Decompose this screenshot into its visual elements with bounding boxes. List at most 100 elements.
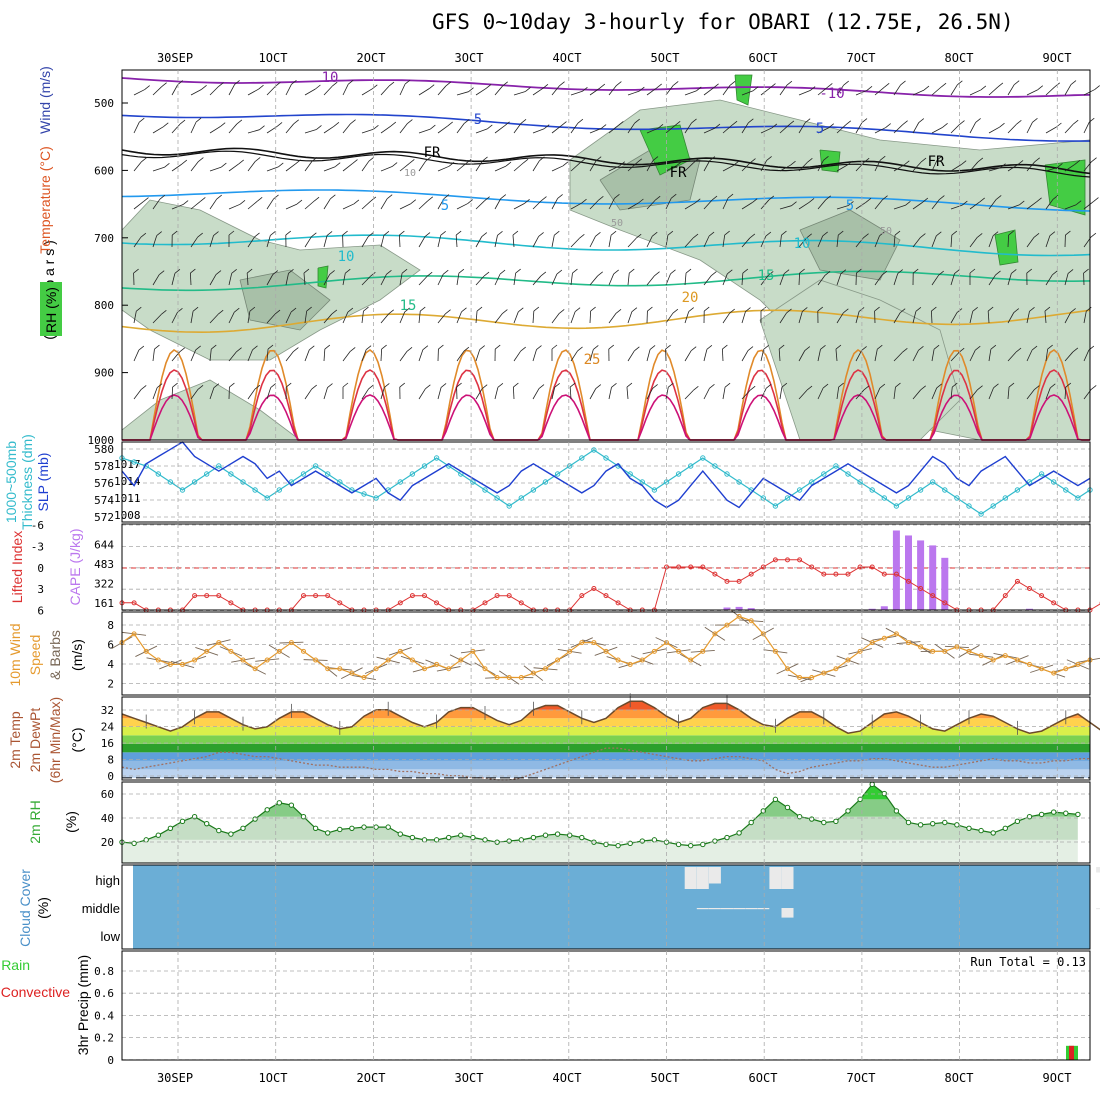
wind-barb-shaft: [437, 198, 445, 210]
wind-barb-feather: [827, 83, 833, 88]
date-tick-top: 2OCT: [357, 51, 386, 65]
wind-barb-feather: [158, 270, 165, 276]
wind-barb-shaft: [741, 162, 751, 172]
wind-barb-shaft: [684, 311, 690, 324]
wind-barb-feather: [190, 268, 196, 274]
rh2m-point: [688, 842, 694, 849]
wind-barb: [817, 383, 829, 400]
wind-barb-shaft: [1064, 351, 1074, 362]
wind-barb-feather: [342, 382, 349, 388]
wind-barb-shaft: [703, 235, 710, 248]
wind-barb-feather: [783, 269, 790, 275]
wind-barb-feather: [742, 268, 749, 274]
wind-barb-feather: [350, 119, 356, 124]
wind-barb-feather: [572, 268, 578, 274]
contour-label: 50: [880, 226, 892, 237]
wind-barb-feather: [554, 230, 560, 236]
thickness-point: [881, 495, 887, 501]
wind-barb-shaft: [608, 125, 619, 134]
thickness-point: [603, 455, 609, 461]
wind-barb: [418, 84, 435, 96]
wind-barb: [513, 158, 529, 172]
wind-barb-shaft: [874, 199, 883, 210]
wind-barb-feather: [595, 384, 602, 389]
wind-barb: [494, 121, 510, 134]
rh2m-point: [736, 830, 742, 836]
wind-barb-shaft: [152, 274, 160, 286]
wind-barb-feather: [399, 230, 405, 236]
rh2m-point: [204, 820, 210, 827]
wind-barb-shaft: [532, 275, 542, 286]
wind-barb-shaft: [950, 387, 953, 400]
wind-barb-feather: [559, 81, 565, 86]
wind-barb: [741, 307, 751, 324]
wind-barb: [190, 345, 201, 362]
rh2m-point: [409, 834, 416, 841]
wind-barb-shaft: [1026, 311, 1030, 324]
wind-barb: [1007, 200, 1025, 210]
wind-barb-shaft: [969, 201, 980, 210]
wind-barb-feather: [562, 161, 569, 167]
wind-barb-shaft: [988, 387, 994, 400]
wind-barb: [855, 197, 872, 210]
wind-barb: [285, 159, 301, 172]
lifted-index-point: [688, 564, 694, 570]
wind-barb: [1026, 306, 1035, 324]
wind-barb: [266, 344, 274, 362]
wind-barb: [323, 270, 335, 286]
wind-barb-feather: [992, 231, 999, 237]
wind-barb: [456, 119, 470, 134]
wind-barb-shaft: [836, 312, 844, 324]
wind-barb-shaft: [741, 202, 753, 210]
wind-barb-shaft: [722, 312, 731, 324]
wind-barb-shaft: [912, 122, 920, 134]
rh2m-point: [288, 802, 295, 808]
thickness-point: [1051, 479, 1057, 485]
wind-barb: [437, 194, 450, 210]
rh2m-point: [809, 816, 815, 822]
wind-barb: [1064, 159, 1081, 172]
wind-barb: [703, 306, 710, 324]
rh2m-point: [349, 825, 355, 831]
wind-barb: [722, 161, 739, 172]
thickness-point: [361, 491, 367, 497]
wind-barb-shaft: [646, 87, 657, 96]
wind-barb-shaft: [266, 274, 274, 286]
wind-barb: [209, 270, 222, 286]
wind-barb-shaft: [152, 314, 162, 324]
wind-barb-shaft: [361, 349, 367, 362]
wind-barb-shaft: [874, 387, 881, 400]
wind-barb: [399, 346, 413, 362]
wind-barb: [323, 194, 336, 210]
wind-barb-feather: [781, 230, 787, 236]
wind-barb: [703, 83, 719, 96]
wind-barb-feather: [618, 121, 624, 126]
wind-barb-shaft: [1064, 312, 1071, 324]
wind-barb: [817, 231, 828, 248]
wind-barb: [418, 345, 429, 362]
wind-barb-feather: [838, 382, 844, 388]
wind-barb-shaft: [969, 237, 978, 248]
wind-barb-shaft: [646, 199, 656, 210]
wind-barb-feather: [231, 268, 237, 274]
wind-barb-feather: [399, 382, 406, 388]
wind-barb: [950, 382, 958, 400]
wind-barb-shaft: [418, 128, 431, 134]
wind-barb: [532, 156, 545, 172]
wind-barb-shaft: [855, 389, 865, 400]
wind-barb: [760, 83, 776, 96]
wind-barb-shaft: [893, 352, 903, 362]
wind-barb-feather: [987, 306, 994, 312]
thickness-point: [325, 471, 331, 477]
wind-barb-feather: [882, 195, 888, 200]
wind-barb: [570, 268, 578, 286]
wind-barb-shaft: [209, 349, 212, 362]
lifted-index-point: [724, 578, 730, 584]
wind-barb: [228, 199, 246, 210]
wind10-point: [869, 640, 875, 646]
wind-barb-shaft: [247, 88, 259, 96]
wind-barb-feather: [1015, 347, 1022, 353]
wind-barb: [190, 197, 206, 210]
wind-barb-shaft: [456, 311, 462, 324]
wind-barb-feather: [179, 347, 185, 353]
